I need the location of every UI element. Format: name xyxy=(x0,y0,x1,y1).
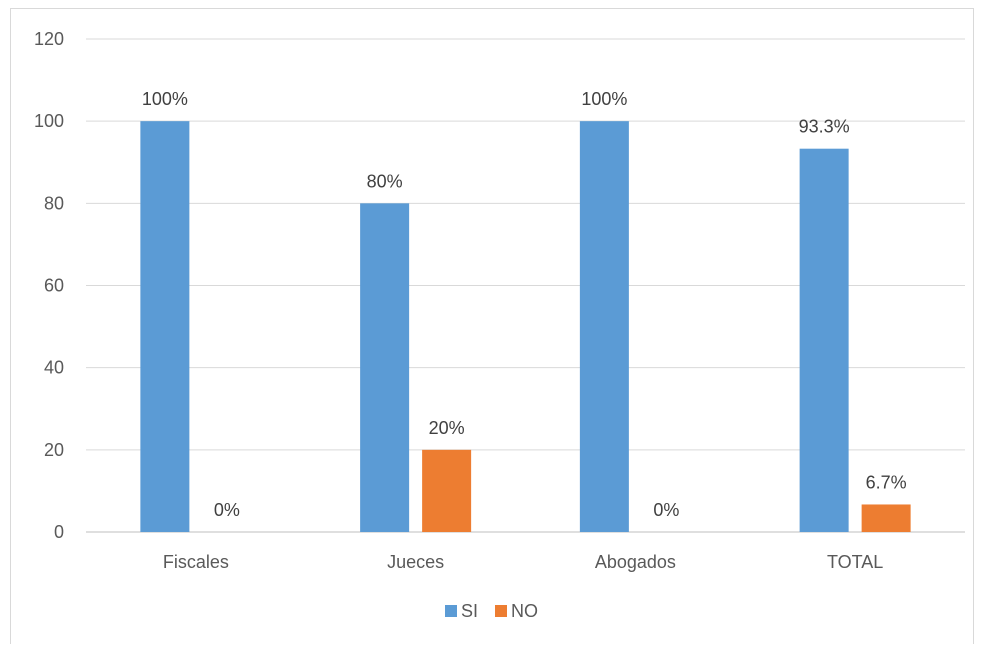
data-label: 100% xyxy=(142,89,188,109)
bar-si-abogados xyxy=(579,121,629,533)
x-tick-label: Jueces xyxy=(387,552,444,572)
x-tick-label: TOTAL xyxy=(827,552,883,572)
legend: SI NO xyxy=(445,601,538,621)
data-labels: 100% 0% 80% 20% 100% 0% 93.3% 6.7% xyxy=(142,89,907,520)
data-label: 6.7% xyxy=(866,472,907,492)
bar-si-total xyxy=(799,148,849,532)
y-tick-label: 80 xyxy=(44,193,64,213)
data-label: 100% xyxy=(581,89,627,109)
data-label: 80% xyxy=(367,171,403,191)
data-label: 93.3% xyxy=(799,117,850,137)
legend-label-si: SI xyxy=(461,601,478,621)
y-tick-label: 40 xyxy=(44,358,64,378)
data-label: 0% xyxy=(214,500,240,520)
data-label: 20% xyxy=(429,418,465,438)
y-tick-label: 0 xyxy=(54,522,64,542)
legend-swatch-no xyxy=(495,605,507,617)
data-label: 0% xyxy=(653,500,679,520)
y-tick-label: 60 xyxy=(44,276,64,296)
x-tick-label: Fiscales xyxy=(163,552,229,572)
bars xyxy=(140,121,911,533)
y-tick-label: 20 xyxy=(44,440,64,460)
bar-no-total xyxy=(861,504,911,532)
bar-si-jueces xyxy=(360,203,410,533)
x-axis-ticks: Fiscales Jueces Abogados TOTAL xyxy=(163,552,883,572)
legend-label-no: NO xyxy=(511,601,538,621)
y-tick-label: 100 xyxy=(34,111,64,131)
bar-si-fiscales xyxy=(140,121,190,533)
bar-no-jueces xyxy=(422,449,472,532)
y-axis-ticks: 0 20 40 60 80 100 120 xyxy=(34,29,64,542)
x-tick-label: Abogados xyxy=(595,552,676,572)
y-tick-label: 120 xyxy=(34,29,64,49)
legend-swatch-si xyxy=(445,605,457,617)
